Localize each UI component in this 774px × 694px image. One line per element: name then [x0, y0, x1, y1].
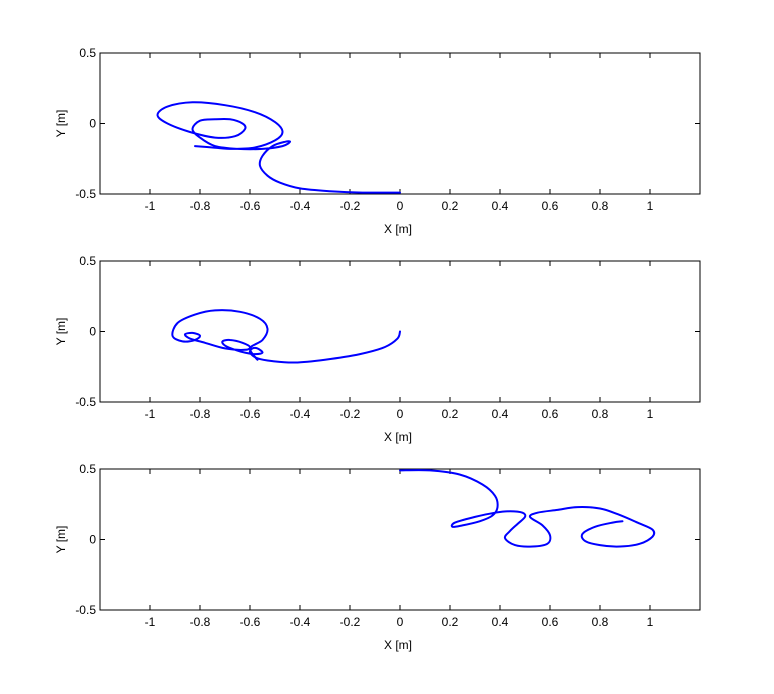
x-tick-label: -0.2	[340, 407, 361, 421]
x-tick-label: -1	[145, 199, 156, 213]
y-axis-label: Y [m]	[54, 110, 68, 138]
x-tick-label: -1	[145, 407, 156, 421]
x-tick-label: -0.4	[290, 615, 311, 629]
x-tick-label: 0.8	[592, 407, 609, 421]
x-tick-label: -0.4	[290, 407, 311, 421]
y-tick-label: 0.5	[79, 462, 96, 476]
trajectory-line	[171, 309, 401, 364]
x-tick-label: -0.2	[340, 199, 361, 213]
x-tick-label: 0.4	[492, 199, 509, 213]
x-tick-label: 0.6	[542, 407, 559, 421]
y-tick-label: 0	[89, 325, 96, 339]
x-tick-label: 0.2	[442, 199, 459, 213]
x-tick-label: 0.2	[442, 615, 459, 629]
y-tick-label: 0	[89, 533, 96, 547]
x-tick-label: -0.8	[190, 199, 211, 213]
x-axis-label: X [m]	[384, 222, 412, 236]
x-tick-label: -0.6	[240, 615, 261, 629]
x-tick-label: 0.8	[592, 199, 609, 213]
y-tick-label: -0.5	[75, 187, 96, 201]
x-tick-label: 1	[647, 615, 654, 629]
x-tick-label: 0.4	[492, 407, 509, 421]
x-tick-label: 0	[397, 615, 404, 629]
trajectory-line	[399, 469, 656, 548]
x-tick-label: 0.6	[542, 615, 559, 629]
y-axis-label: Y [m]	[54, 526, 68, 554]
trajectory-line	[156, 101, 401, 194]
x-axis-label: X [m]	[384, 638, 412, 652]
x-tick-label: 0	[397, 199, 404, 213]
y-axis-label: Y [m]	[54, 318, 68, 346]
x-tick-label: 0	[397, 407, 404, 421]
x-axis-label: X [m]	[384, 430, 412, 444]
y-tick-label: 0	[89, 117, 96, 131]
x-tick-label: 0.2	[442, 407, 459, 421]
x-tick-label: -0.8	[190, 615, 211, 629]
subplot-3: -1 -0.8 -0.6 -0.4 -0.2 0 0.2 0.4 0.6 0.8 1 -0.5 0 0.5…	[54, 462, 701, 652]
x-tick-label: -1	[145, 615, 156, 629]
y-tick-label: -0.5	[75, 603, 96, 617]
x-tick-label: -0.4	[290, 199, 311, 213]
x-tick-label: -0.8	[190, 407, 211, 421]
subplot-1: -1 -0.8 -0.6 -0.4 -0.2 0 0.2 0.4 0.6 0.8 1 -0.5 0 0.5…	[54, 46, 701, 236]
x-tick-label: 0.4	[492, 615, 509, 629]
x-tick-label: 1	[647, 199, 654, 213]
plot-area	[99, 468, 701, 611]
y-tick-label: 0.5	[79, 46, 96, 60]
x-tick-label: -0.6	[240, 407, 261, 421]
x-tick-label: -0.6	[240, 199, 261, 213]
x-tick-label: 0.6	[542, 199, 559, 213]
plot-area	[99, 52, 701, 195]
y-tick-label: 0.5	[79, 254, 96, 268]
y-tick-label: -0.5	[75, 395, 96, 409]
x-tick-label: 1	[647, 407, 654, 421]
subplot-2: -1 -0.8 -0.6 -0.4 -0.2 0 0.2 0.4 0.6 0.8 1 -0.5 0 0.5…	[54, 254, 701, 444]
x-tick-label: 0.8	[592, 615, 609, 629]
x-tick-label: -0.2	[340, 615, 361, 629]
